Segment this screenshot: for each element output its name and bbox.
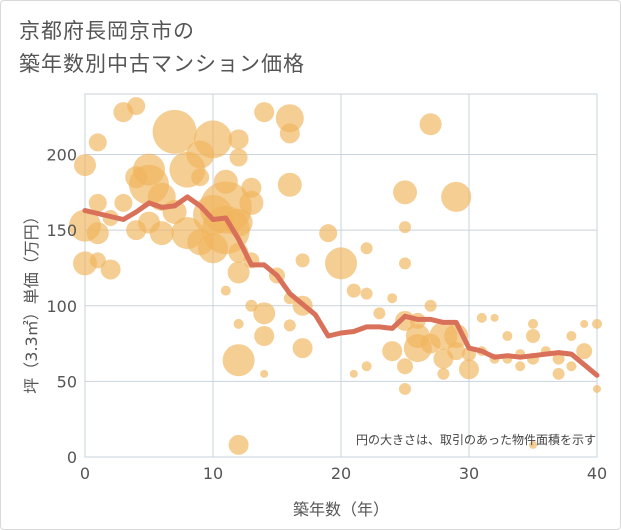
bubble-point — [592, 318, 602, 329]
bubble-point — [295, 253, 310, 268]
chart-title: 京都府長岡京市の 築年数別中古マンション価格 — [19, 15, 305, 81]
bubble-layer — [69, 97, 602, 455]
bubble-point — [490, 313, 499, 322]
y-tick-label: 200 — [46, 146, 77, 165]
bubble-point — [89, 252, 106, 269]
bubble-point — [580, 319, 589, 328]
y-axis-title: 坪（3.3㎡）単価（万円） — [22, 208, 41, 393]
grid-lines — [84, 93, 598, 458]
bubble-point — [459, 359, 479, 380]
x-tick-label: 40 — [587, 464, 607, 483]
tick-labels: 0 10 20 30 40 0 50 100 150 200 — [46, 146, 607, 484]
bubble-point — [419, 113, 442, 136]
bubble-point — [361, 361, 372, 372]
bubble-point — [239, 190, 264, 215]
bubble-point — [593, 384, 601, 393]
bubble-point — [228, 434, 249, 455]
y-tick-label: 50 — [57, 372, 77, 391]
bubble-point — [387, 293, 398, 304]
bubble-point — [74, 154, 96, 177]
bubble-point — [277, 172, 302, 197]
y-tick-label: 100 — [46, 297, 77, 316]
bubble-point — [319, 224, 338, 243]
bubble-point — [441, 181, 472, 212]
trend-line-layer — [82, 194, 600, 378]
bubble-point — [526, 329, 540, 343]
bubble-point — [566, 331, 577, 341]
bubble-point — [515, 361, 526, 372]
x-tick-label: 0 — [80, 464, 90, 483]
bubble-point — [437, 367, 450, 380]
bubble-point — [260, 369, 269, 378]
bubble-point — [233, 318, 244, 329]
bubble-point — [152, 109, 197, 154]
x-axis-title: 築年数（年） — [293, 500, 389, 519]
x-tick-label: 10 — [203, 464, 223, 483]
bubble-point — [528, 318, 538, 329]
bubble-point — [447, 342, 466, 361]
bubble-point — [88, 193, 107, 212]
bubble-point — [576, 343, 593, 360]
bubble-point — [194, 120, 232, 159]
bubble-point — [220, 285, 231, 296]
bubble-point — [127, 97, 146, 116]
bubble-size-note: 円の大きさは、取引のあった物件面積を示す — [356, 432, 596, 447]
y-tick-label: 0 — [67, 448, 77, 467]
bubble-point — [254, 326, 275, 346]
bubble-point — [346, 283, 361, 298]
bubble-point — [254, 102, 275, 123]
average-price-line — [82, 194, 600, 378]
bubble-point — [397, 358, 413, 375]
title-line-2: 築年数別中古マンション価格 — [19, 52, 305, 76]
bubble-point — [325, 247, 357, 280]
bubble-point — [253, 302, 276, 325]
bubble-point — [222, 344, 255, 377]
bubble-point — [228, 129, 249, 150]
bubble-point — [279, 123, 300, 144]
bubble-point — [360, 242, 373, 255]
bubble-point — [399, 382, 411, 395]
bubble-point — [566, 361, 577, 372]
bubble-point — [476, 312, 487, 323]
bubble-point — [552, 367, 565, 380]
bubble-point — [149, 221, 174, 246]
bubble-point — [191, 168, 210, 187]
bubble-point — [393, 180, 417, 205]
title-line-1: 京都府長岡京市の — [19, 19, 195, 43]
bubble-point — [399, 257, 411, 270]
bubble-point — [88, 133, 107, 152]
x-tick-label: 20 — [331, 464, 351, 483]
bubble-point — [360, 287, 373, 300]
bubble-point — [229, 148, 248, 167]
bubble-point — [424, 299, 437, 312]
bubble-point — [100, 259, 121, 280]
bubble-point — [373, 307, 386, 320]
bubble-point — [213, 169, 238, 194]
bubble-point — [114, 193, 133, 212]
bubble-point — [382, 341, 403, 362]
x-tick-label: 30 — [459, 464, 479, 483]
y-tick-label: 150 — [46, 221, 77, 240]
bubble-point — [283, 319, 296, 332]
bubble-point — [552, 352, 565, 365]
bubble-point — [275, 104, 304, 133]
bubble-point — [292, 338, 313, 359]
bubble-point — [502, 331, 513, 341]
bubble-point — [227, 261, 250, 284]
bubble-point — [86, 222, 109, 245]
bubble-point — [399, 221, 411, 234]
bubble-point — [349, 369, 358, 378]
bubble-point — [529, 440, 537, 449]
